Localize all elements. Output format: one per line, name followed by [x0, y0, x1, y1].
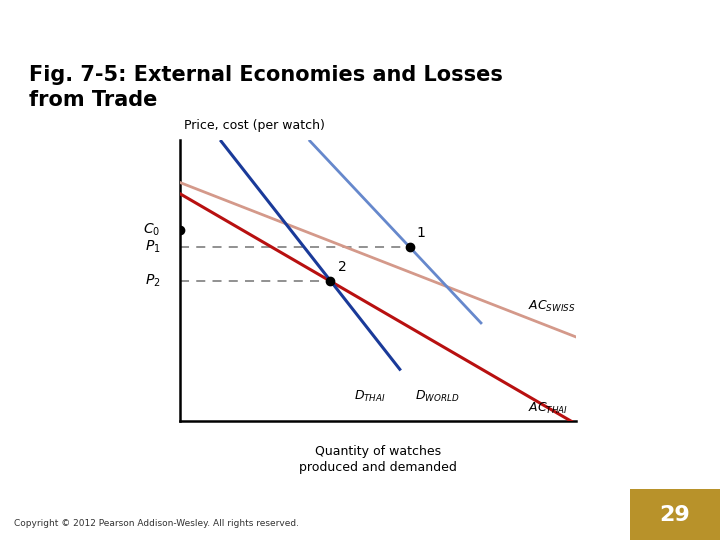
Text: $C_0$: $C_0$: [143, 222, 160, 239]
Text: $P_1$: $P_1$: [145, 239, 160, 255]
Text: $AC_{SWISS}$: $AC_{SWISS}$: [528, 299, 576, 314]
Text: 29: 29: [660, 504, 690, 525]
Text: Quantity of watches
produced and demanded: Quantity of watches produced and demande…: [299, 446, 457, 475]
Text: Fig. 7-5: External Economies and Losses
from Trade: Fig. 7-5: External Economies and Losses …: [29, 65, 503, 110]
Text: 2: 2: [338, 260, 346, 274]
Text: 1: 1: [417, 226, 426, 240]
Text: $D_{WORLD}$: $D_{WORLD}$: [415, 389, 459, 404]
Text: Price, cost (per watch): Price, cost (per watch): [184, 119, 325, 132]
Text: $AC_{THAI}$: $AC_{THAI}$: [528, 401, 569, 416]
Text: $D_{THAI}$: $D_{THAI}$: [354, 389, 386, 404]
Text: $P_2$: $P_2$: [145, 273, 160, 289]
Text: Copyright © 2012 Pearson Addison-Wesley. All rights reserved.: Copyright © 2012 Pearson Addison-Wesley.…: [14, 519, 300, 528]
Bar: [630, 489, 720, 540]
